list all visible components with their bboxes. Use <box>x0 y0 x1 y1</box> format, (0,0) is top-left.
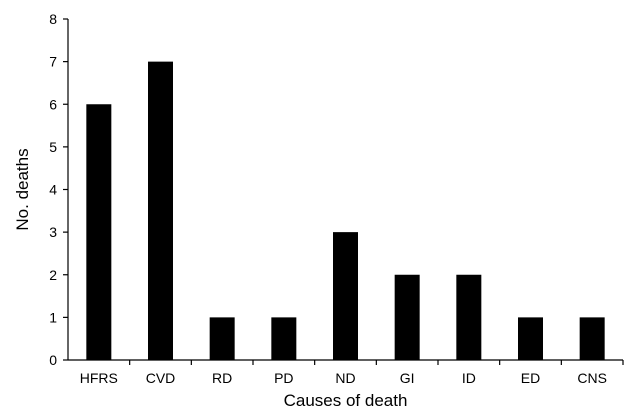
y-tick-label: 8 <box>49 11 57 27</box>
bar-id <box>456 274 482 360</box>
y-axis-title: No. deaths <box>13 148 32 230</box>
bar-rd <box>209 317 235 360</box>
x-tick-label: RD <box>212 370 232 386</box>
x-axis: HFRS CVD RD PD ND GI ID ED CNS <box>68 359 624 386</box>
y-tick-label: 1 <box>49 309 57 325</box>
bar-hfrs <box>86 104 112 360</box>
bar-cns <box>579 317 605 360</box>
y-tick-label: 2 <box>49 267 57 283</box>
bars <box>86 61 605 360</box>
bar-nd <box>333 232 358 360</box>
x-tick-label: ED <box>521 370 540 386</box>
y-tick-label: 5 <box>49 139 57 155</box>
y-ticks: 0 1 2 3 4 5 6 7 8 <box>49 11 68 368</box>
x-tick-label: PD <box>274 370 293 386</box>
x-tick-label: GI <box>400 370 415 386</box>
x-tick-label: CVD <box>146 370 176 386</box>
bar-pd <box>271 317 297 360</box>
x-tick-label: CNS <box>577 370 607 386</box>
y-tick-label: 4 <box>49 182 57 198</box>
bar-cvd <box>148 61 173 360</box>
x-axis-title: Causes of death <box>284 391 408 410</box>
y-tick-label: 6 <box>49 96 57 112</box>
x-tick-label: ND <box>335 370 355 386</box>
x-ticks: HFRS CVD RD PD ND GI ID ED CNS <box>80 360 624 386</box>
x-tick-label: HFRS <box>80 370 118 386</box>
bar-gi <box>394 274 420 360</box>
x-tick-label: ID <box>462 370 476 386</box>
y-tick-label: 7 <box>49 54 57 70</box>
bar-ed <box>518 317 543 360</box>
y-axis: 0 1 2 3 4 5 6 7 8 <box>49 11 69 368</box>
y-tick-label: 0 <box>49 352 57 368</box>
y-tick-label: 3 <box>49 224 57 240</box>
